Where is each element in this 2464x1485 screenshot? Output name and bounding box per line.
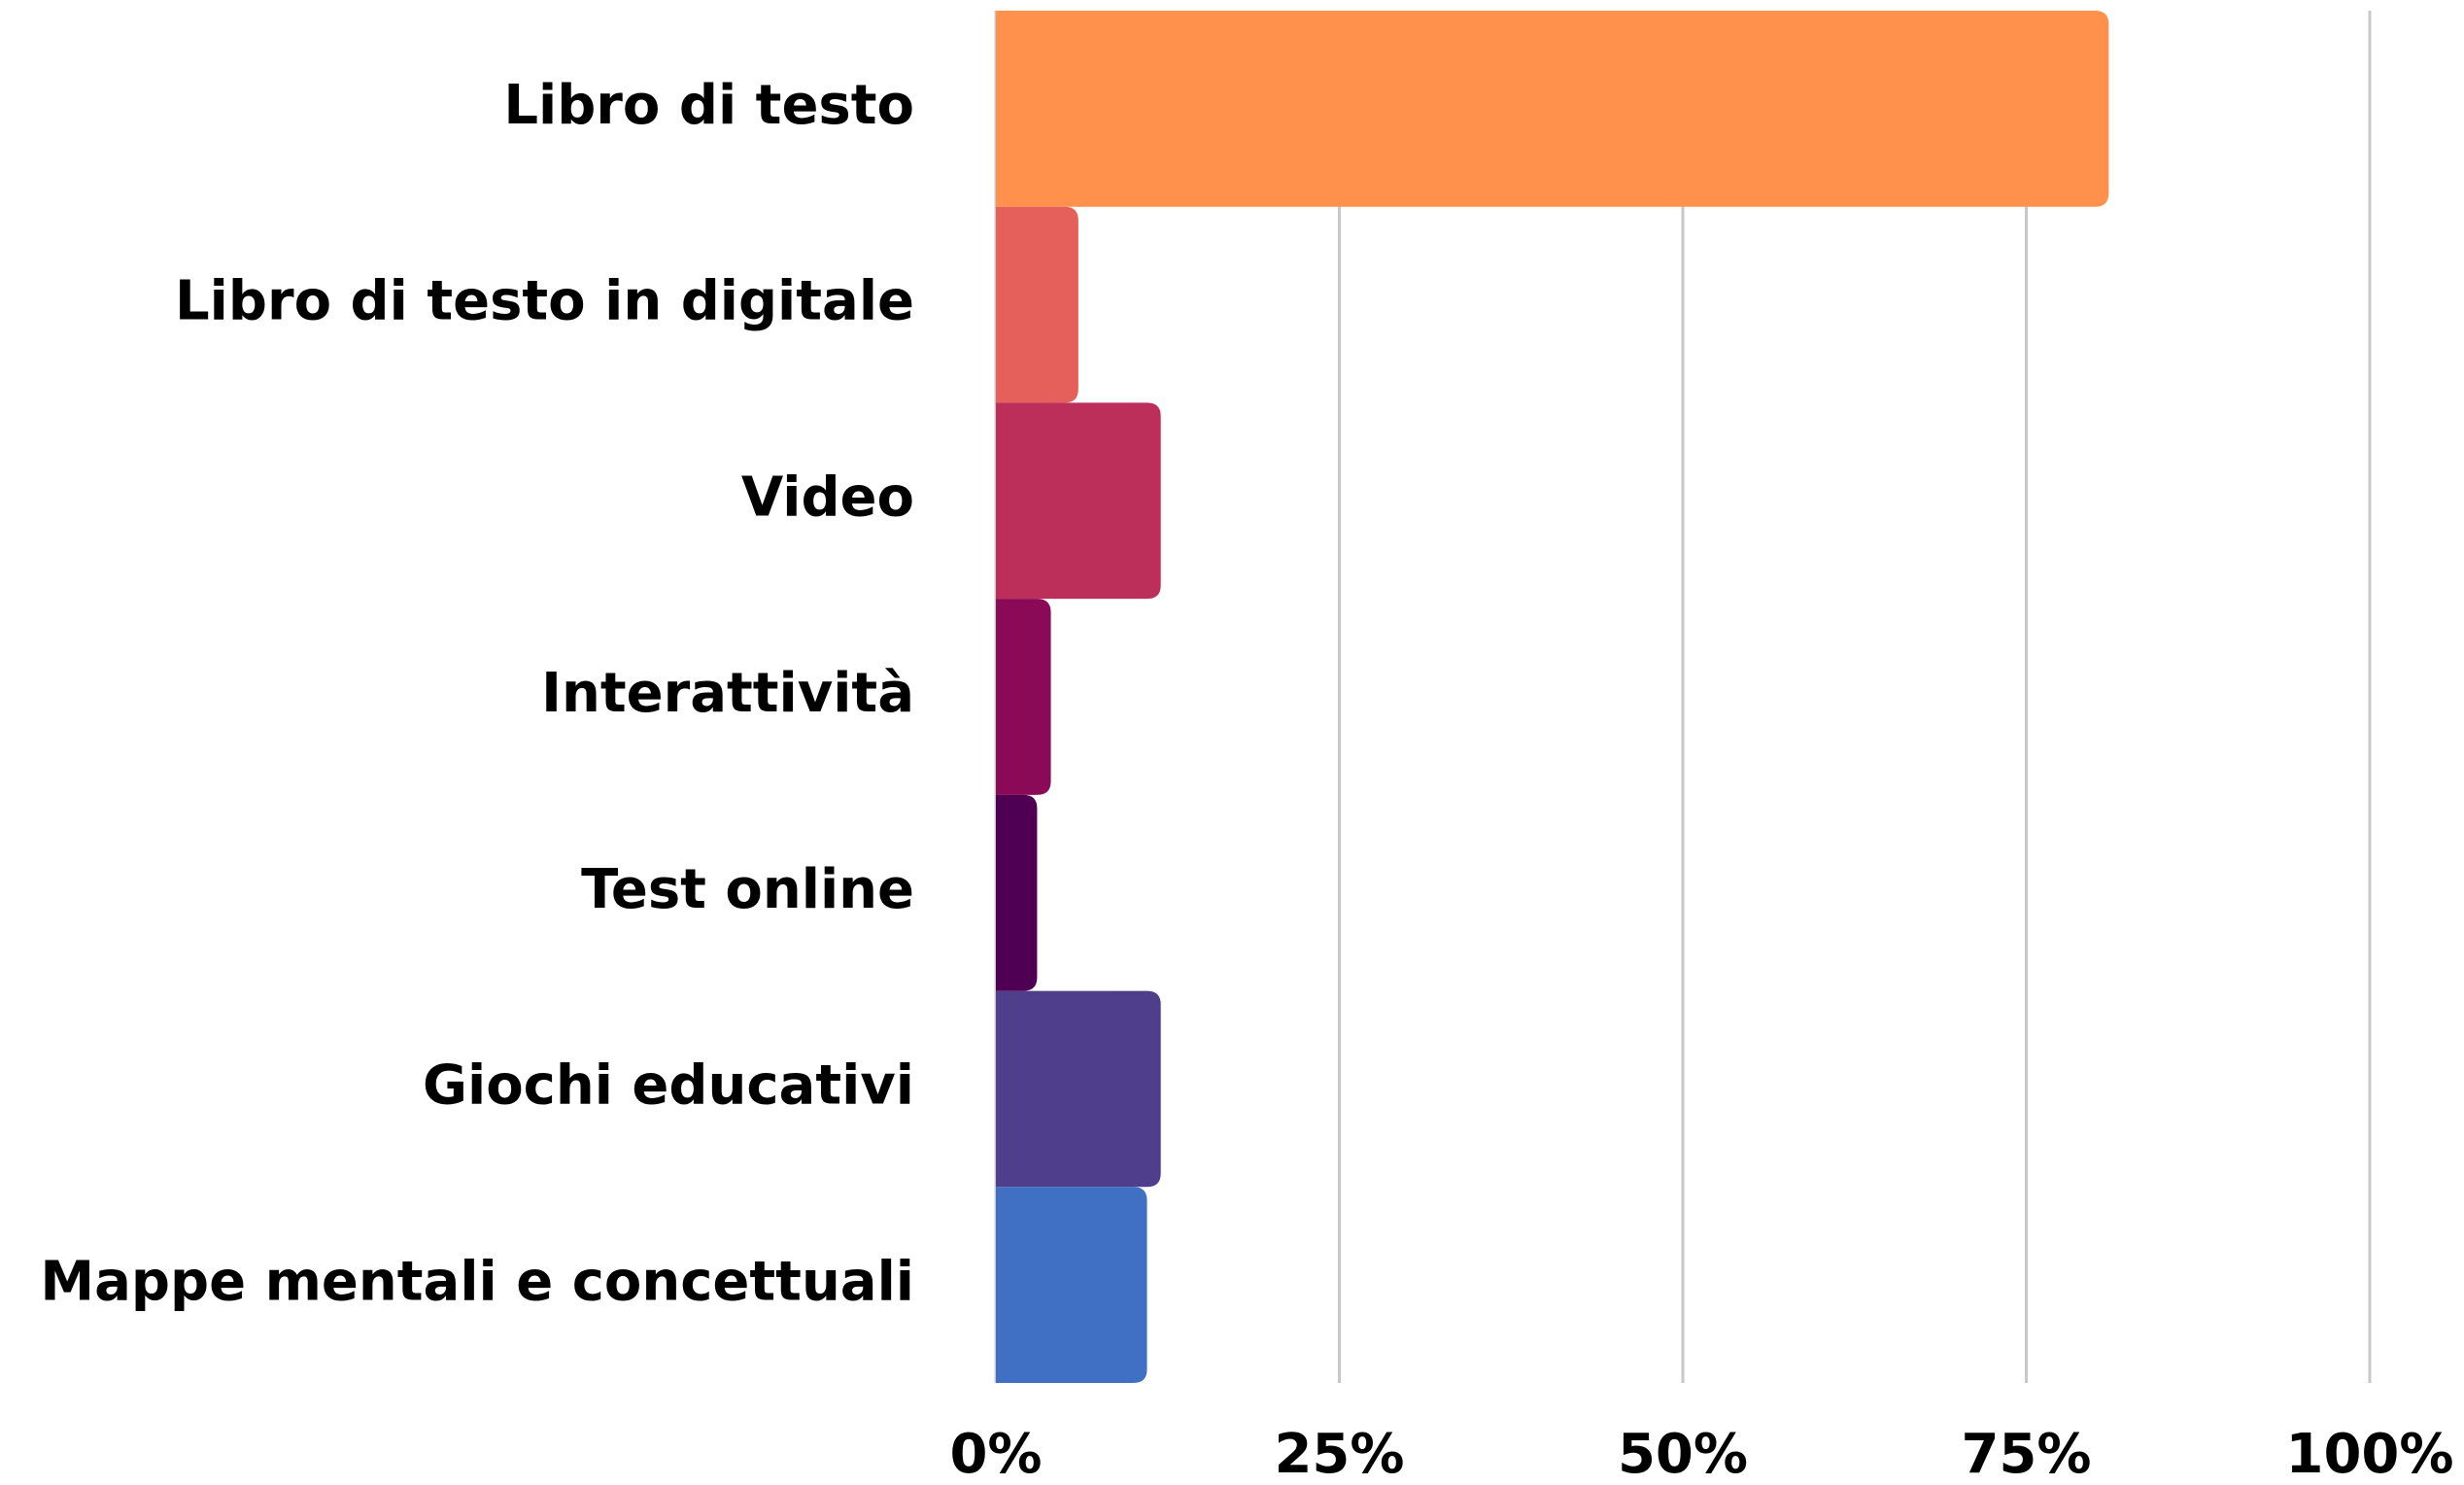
y-tick-label: Mappe mentali e concettuali xyxy=(40,1250,914,1313)
y-tick-label: Video xyxy=(741,466,914,529)
y-tick-label: Libro di testo xyxy=(503,74,914,137)
x-tick-label: 0% xyxy=(949,1423,1042,1485)
x-tick-label: 75% xyxy=(1961,1423,2091,1485)
bar xyxy=(996,206,1078,403)
y-tick-label: Libro di testo in digitale xyxy=(175,270,914,333)
x-tick-label: 100% xyxy=(2285,1423,2453,1485)
x-tick-label: 50% xyxy=(1618,1423,1748,1485)
y-tick-label: Test online xyxy=(581,858,914,921)
bar xyxy=(996,599,1051,795)
y-tick-label: Giochi educativi xyxy=(423,1054,914,1118)
bar xyxy=(996,402,1161,600)
bar xyxy=(996,1187,1147,1383)
bar xyxy=(996,11,2109,207)
bar xyxy=(996,794,1038,991)
x-tick-label: 25% xyxy=(1274,1423,1404,1485)
bar xyxy=(996,990,1161,1188)
y-tick-label: Interattività xyxy=(541,662,914,725)
